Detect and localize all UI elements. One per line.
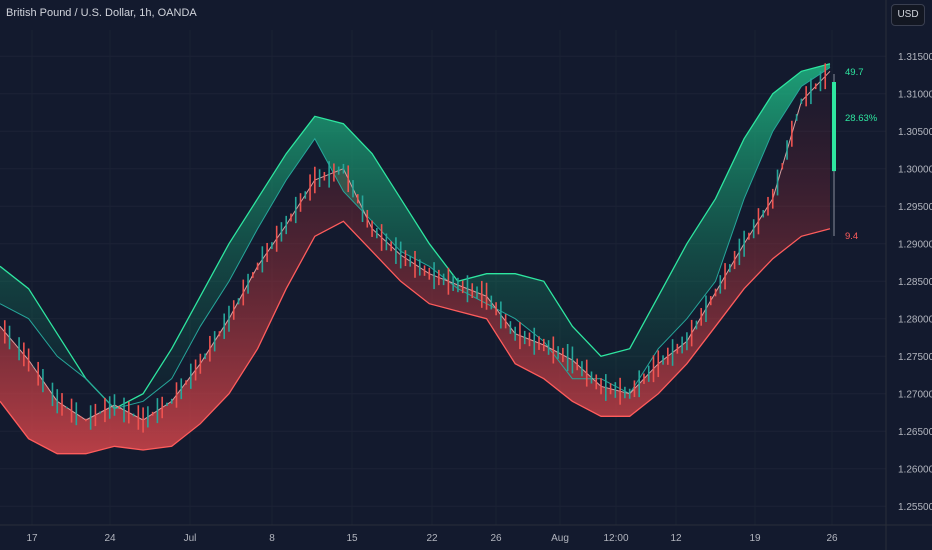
y-tick-label: 1.30000: [898, 164, 932, 175]
meter-bottom-value: 9.4: [845, 231, 858, 242]
annotations: 49.7 28.63% 9.4: [832, 67, 878, 242]
y-tick-label: 1.28500: [898, 277, 932, 288]
x-tick-label: Jul: [184, 533, 197, 544]
meter-fill: [832, 82, 836, 172]
y-tick-label: 1.27000: [898, 389, 932, 400]
x-tick-label: 15: [346, 533, 358, 544]
meter-percent: 28.63%: [845, 113, 878, 124]
x-axis: 17 24 Jul 8 15 22 26 Aug 12:00 12 19 26: [0, 524, 932, 544]
y-tick-label: 1.31000: [898, 89, 932, 100]
y-tick-label: 1.29500: [898, 202, 932, 213]
y-tick-label: 1.26000: [898, 464, 932, 475]
x-tick-label: 12:00: [603, 533, 628, 544]
upper-band-fill: [0, 63, 830, 409]
y-tick-label: 1.27500: [898, 352, 932, 363]
x-tick-label: 26: [490, 533, 502, 544]
upper-band-line: [0, 63, 831, 410]
chart-title: British Pound / U.S. Dollar, 1h, OANDA: [6, 7, 197, 19]
y-tick-label: 1.31500: [898, 52, 932, 63]
y-tick-label: 1.29000: [898, 239, 932, 250]
band-fills: [0, 63, 830, 454]
series-lines: [0, 63, 831, 455]
y-tick-label: 1.30500: [898, 127, 932, 138]
x-tick-label: 22: [426, 533, 438, 544]
x-tick-label: 26: [826, 533, 838, 544]
x-tick-label: 17: [26, 533, 38, 544]
x-tick-label: 19: [749, 533, 761, 544]
y-axis: 1.31500 1.31000 1.30500 1.30000 1.29500 1.290…: [885, 0, 932, 550]
lower-band-fill: [0, 71, 830, 454]
y-tick-label: 1.25500: [898, 502, 932, 513]
lower-band-line: [0, 220, 831, 455]
x-tick-label: 24: [104, 533, 116, 544]
y-tick-label: 1.28000: [898, 314, 932, 325]
meter-top-value: 49.7: [845, 67, 864, 78]
x-tick-label: 8: [269, 533, 275, 544]
y-tick-label: 1.26500: [898, 427, 932, 438]
x-tick-label: Aug: [551, 533, 569, 544]
x-tick-label: 12: [670, 533, 682, 544]
currency-button[interactable]: USD: [891, 4, 925, 26]
